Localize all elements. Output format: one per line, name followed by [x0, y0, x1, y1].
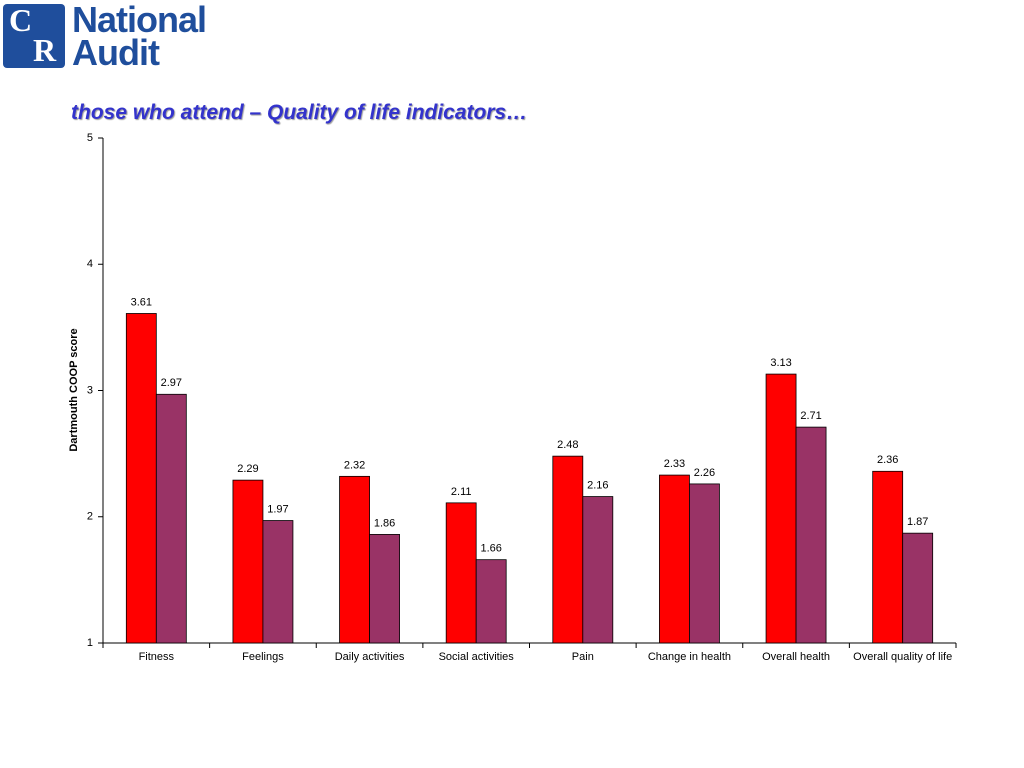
- bar: [902, 532, 934, 644]
- y-tick-label: 2: [87, 511, 93, 523]
- bar: [552, 455, 584, 644]
- logo-name: Audit: [72, 32, 160, 73]
- logo-box: C R: [3, 2, 65, 68]
- bar: [125, 313, 157, 644]
- x-tick-label: Overall quality of life: [853, 651, 953, 663]
- logo-letter: R: [33, 32, 57, 68]
- value-label: 2.32: [344, 459, 365, 471]
- x-tick-label: Daily activities: [334, 651, 405, 663]
- value-label: 2.26: [694, 467, 715, 479]
- value-label: 1.86: [374, 517, 395, 529]
- bar: [582, 496, 614, 644]
- value-label: 2.97: [161, 377, 182, 389]
- value-label: 2.11: [451, 486, 472, 498]
- bar: [795, 426, 827, 644]
- bar: [339, 475, 370, 644]
- bar: [369, 534, 400, 644]
- chart-title: those who attend – Quality of life indic…: [71, 101, 528, 124]
- value-label: 1.97: [267, 503, 288, 515]
- logo-letter: C: [9, 2, 33, 38]
- value-label: 3.61: [131, 296, 152, 308]
- value-label: 2.29: [237, 463, 258, 475]
- x-tick-label: Fitness: [138, 651, 175, 663]
- y-tick-label: 3: [87, 384, 93, 396]
- x-tick-label: Overall health: [762, 651, 830, 663]
- y-tick-label: 5: [87, 132, 93, 144]
- bar: [765, 373, 797, 644]
- x-tick-label: Pain: [571, 651, 594, 663]
- value-label: 2.16: [587, 479, 608, 491]
- value-label: 1.66: [480, 543, 501, 555]
- y-tick-label: 1: [87, 637, 93, 649]
- y-tick-label: 4: [87, 258, 93, 270]
- bar: [232, 479, 264, 644]
- value-label: 2.71: [800, 410, 821, 422]
- bar: [155, 393, 187, 644]
- bar: [262, 520, 294, 644]
- logo-name: National: [72, 0, 207, 40]
- bar: [659, 474, 690, 644]
- value-label: 3.13: [770, 357, 791, 369]
- x-tick-label: Social activities: [438, 651, 514, 663]
- value-label: 1.87: [907, 516, 928, 528]
- bar: [689, 483, 720, 644]
- x-tick-label: Feelings: [242, 651, 284, 663]
- bar: [872, 470, 904, 644]
- y-axis-label: Dartmouth COOP score: [68, 328, 80, 451]
- bar: [445, 502, 477, 644]
- bar: [475, 559, 507, 644]
- value-label: 2.36: [877, 454, 898, 466]
- x-tick-label: Change in health: [647, 651, 732, 663]
- value-label: 2.33: [664, 458, 685, 470]
- value-label: 2.48: [557, 439, 578, 451]
